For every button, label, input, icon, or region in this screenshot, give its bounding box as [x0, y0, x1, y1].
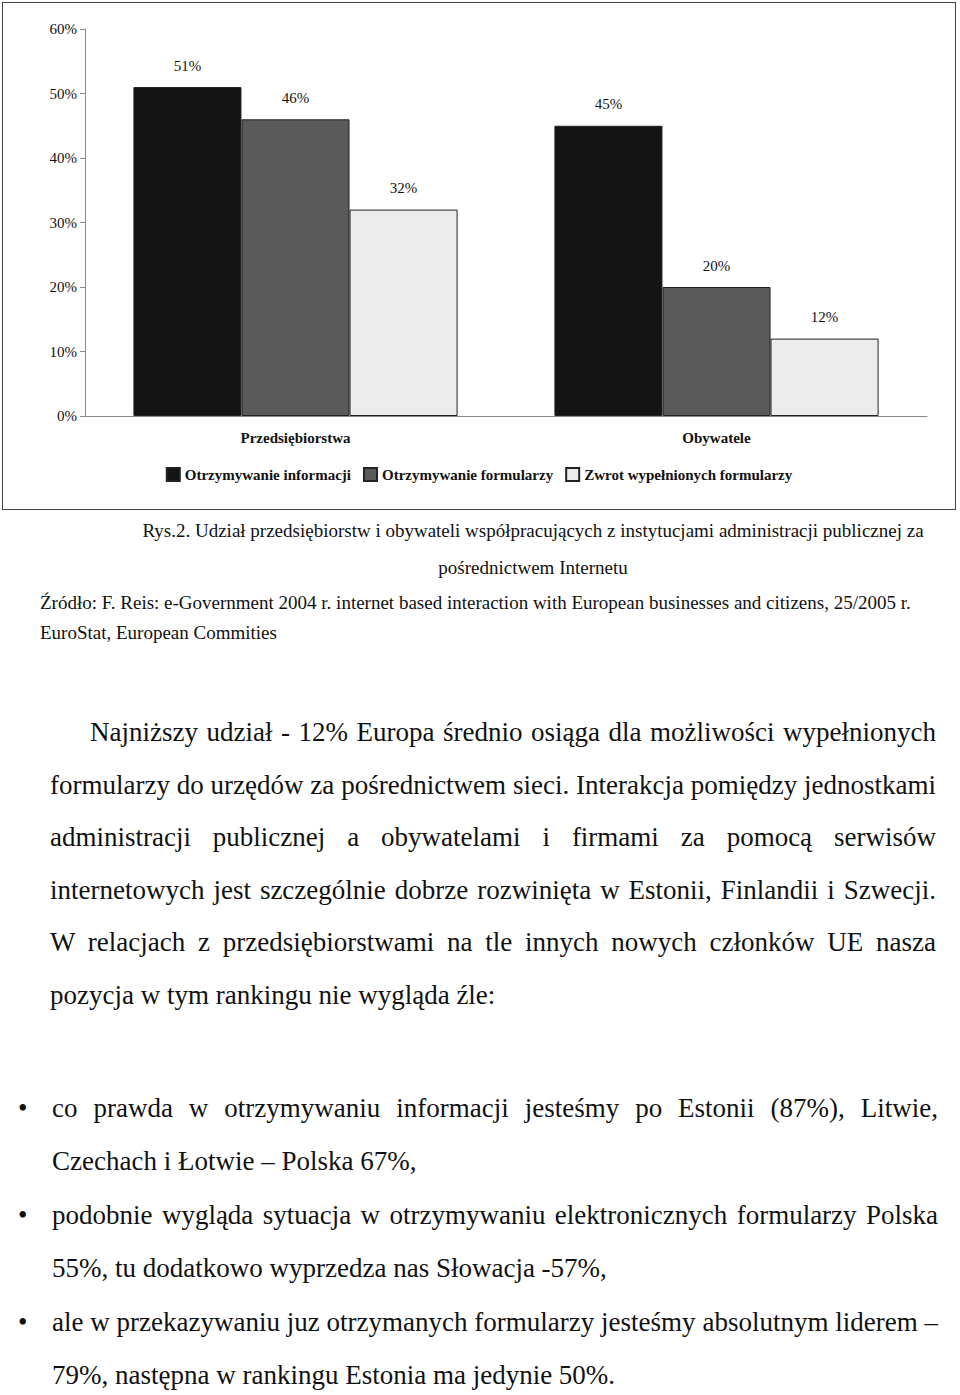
svg-text:32%: 32% — [390, 180, 418, 196]
html-text:podobnie wygląda sytuacja w ot: podobnie wygląda sytuacja w otrzymywaniu… — [52, 1200, 938, 1283]
svg-text:10%: 10% — [50, 344, 78, 360]
html-text:Najniższy udział - 12% Europa: Najniższy udział - 12% Europa średnio os… — [50, 717, 936, 1010]
svg-text:40%: 40% — [50, 150, 78, 166]
svg-text:20%: 20% — [703, 258, 731, 274]
svg-text:Przedsiębiorstwa: Przedsiębiorstwa — [241, 430, 351, 446]
svg-text:12%: 12% — [811, 309, 839, 325]
svg-text:50%: 50% — [50, 86, 78, 102]
svg-text:46%: 46% — [282, 90, 310, 106]
html-text:Źródło: F. Reis: e-Government: Źródło: F. Reis: e-Government 2004 r. in… — [40, 592, 911, 643]
svg-text:51%: 51% — [174, 58, 202, 74]
html-text:Rys.2. Udział przedsiębiorstw: Rys.2. Udział przedsiębiorstw i obywatel… — [142, 520, 924, 578]
html-text:ale w przekazywaniu juz otrzym: ale w przekazywaniu juz otrzymanych form… — [52, 1307, 938, 1390]
svg-text:Obywatele: Obywatele — [682, 430, 751, 446]
svg-text:Otrzymywanie informacji: Otrzymywanie informacji — [185, 467, 351, 483]
html-text:co prawda w otrzymywaniu infor: co prawda w otrzymywaniu informacji jest… — [52, 1093, 938, 1176]
svg-text:0%: 0% — [57, 408, 77, 424]
svg-text:60%: 60% — [50, 21, 78, 37]
svg-text:45%: 45% — [595, 96, 623, 112]
svg-text:Zwrot wypełnionych formularzy: Zwrot wypełnionych formularzy — [584, 467, 793, 483]
svg-text:30%: 30% — [50, 215, 78, 231]
svg-text:Otrzymywanie formularzy: Otrzymywanie formularzy — [382, 467, 554, 483]
svg-text:20%: 20% — [50, 279, 78, 295]
